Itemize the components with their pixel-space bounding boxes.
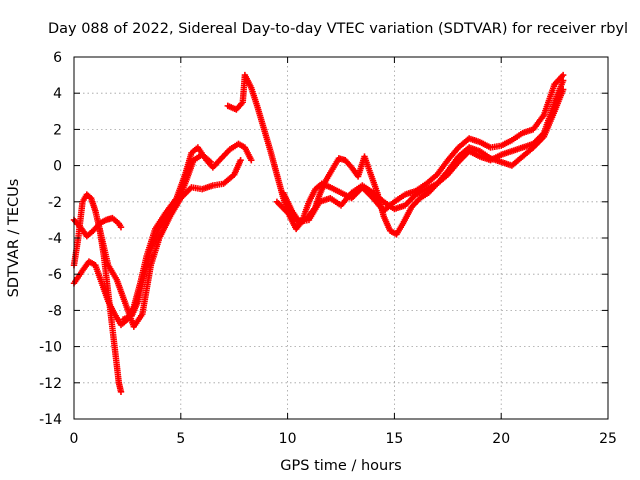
data-point-marker bbox=[559, 86, 567, 93]
data-point-marker bbox=[117, 223, 125, 231]
y-axis-label: SDTVAR / TECUs bbox=[6, 179, 22, 298]
data-point-marker bbox=[117, 388, 125, 396]
data-point-marker bbox=[559, 77, 567, 84]
data-point-marker bbox=[559, 71, 567, 79]
x-tick-label: 10 bbox=[279, 431, 297, 447]
series-track-5 bbox=[224, 71, 567, 233]
y-tick-label: -8 bbox=[48, 303, 62, 319]
x-tick-label: 25 bbox=[599, 431, 617, 447]
data-point-marker bbox=[237, 156, 244, 164]
series-track-2 bbox=[70, 214, 125, 240]
series-track-8 bbox=[119, 151, 214, 323]
x-tick-label: 5 bbox=[176, 431, 185, 447]
x-tick-label: 20 bbox=[492, 431, 510, 447]
y-tick-label: 4 bbox=[53, 86, 62, 102]
x-tick-label: 0 bbox=[70, 431, 79, 447]
y-tick-label: 0 bbox=[53, 159, 62, 175]
series-track-7 bbox=[273, 86, 567, 225]
y-tick-label: -12 bbox=[39, 376, 62, 392]
axis-ticks: 0 5 10 15 20 25 -14 -12 -10 -8 -6 -4 -2 0 2 4 6 bbox=[39, 50, 617, 447]
data-points bbox=[70, 71, 567, 396]
y-tick-label: 2 bbox=[53, 122, 62, 138]
y-tick-label: -6 bbox=[48, 267, 62, 283]
y-tick-label: -14 bbox=[39, 412, 62, 428]
x-tick-label: 15 bbox=[385, 431, 403, 447]
y-tick-label: -2 bbox=[48, 195, 62, 211]
series-track-4 bbox=[96, 156, 244, 330]
x-axis-label: GPS time / hours bbox=[280, 458, 401, 474]
data-point-marker bbox=[248, 156, 255, 164]
y-tick-label: -4 bbox=[48, 231, 62, 247]
data-point-marker bbox=[207, 158, 214, 166]
y-tick-label: 6 bbox=[53, 50, 62, 66]
chart-title: Day 088 of 2022, Sidereal Day-to-day VTE… bbox=[48, 21, 628, 37]
y-tick-label: -10 bbox=[39, 340, 62, 356]
